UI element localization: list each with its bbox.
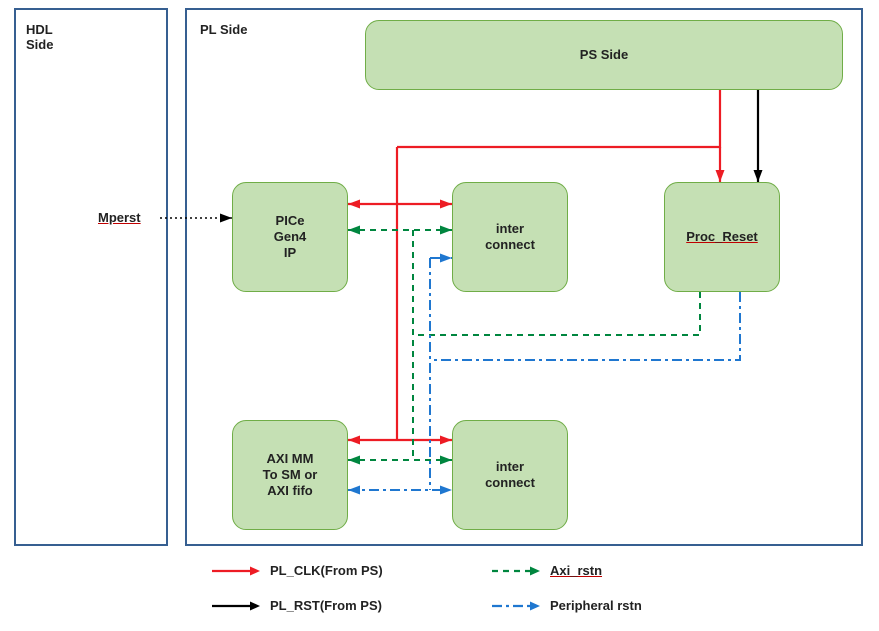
legend-row-3: Peripheral rstn [490, 598, 642, 613]
legend-row-2: Axi_rstn [490, 563, 602, 578]
block-axi: AXI MMTo SM orAXI fifo [232, 420, 348, 530]
pl-panel-label: PL Side [200, 22, 247, 37]
legend-swatch-0 [210, 565, 262, 577]
block-ps: PS Side [365, 20, 843, 90]
label-mperst: Mperst [98, 210, 141, 225]
block-proc: Proc_Reset [664, 182, 780, 292]
legend-text-2: Axi_rstn [550, 563, 602, 578]
legend-row-1: PL_RST(From PS) [210, 598, 382, 613]
legend-swatch-1 [210, 600, 262, 612]
legend-text-0: PL_CLK(From PS) [270, 563, 383, 578]
block-pcie: PICeGen4IP [232, 182, 348, 292]
hdl-panel-label: HDLSide [26, 22, 53, 52]
hdl-panel [14, 8, 168, 546]
legend-swatch-2 [490, 565, 542, 577]
block-ic2: interconnect [452, 420, 568, 530]
legend-swatch-3 [490, 600, 542, 612]
legend-text-1: PL_RST(From PS) [270, 598, 382, 613]
legend-row-0: PL_CLK(From PS) [210, 563, 383, 578]
block-ic1: interconnect [452, 182, 568, 292]
legend-text-3: Peripheral rstn [550, 598, 642, 613]
